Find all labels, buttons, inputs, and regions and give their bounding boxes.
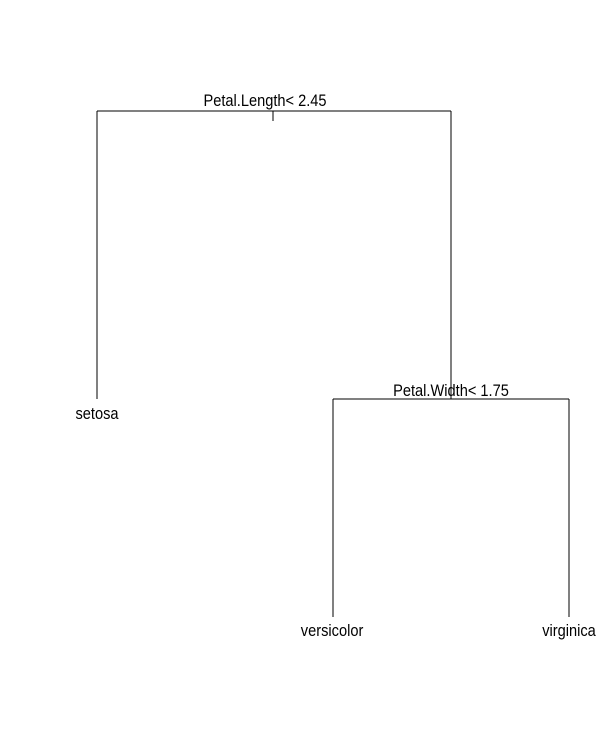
branch-setosa: setosa bbox=[75, 111, 119, 423]
leaf-label-virginica: virginica bbox=[542, 622, 596, 640]
leaf-label-versicolor: versicolor bbox=[301, 622, 364, 640]
leaf-label-setosa: setosa bbox=[75, 405, 118, 423]
split-node-petal-width: Petal.Width< 1.75 bbox=[333, 382, 569, 400]
second-split-label: Petal.Width< 1.75 bbox=[393, 382, 509, 400]
branch-virginica: virginica bbox=[542, 399, 596, 640]
root-split-label: Petal.Length< 2.45 bbox=[203, 92, 326, 110]
split-node-petal-length: Petal.Length< 2.45 bbox=[97, 92, 451, 121]
branch-versicolor: versicolor bbox=[301, 399, 364, 640]
